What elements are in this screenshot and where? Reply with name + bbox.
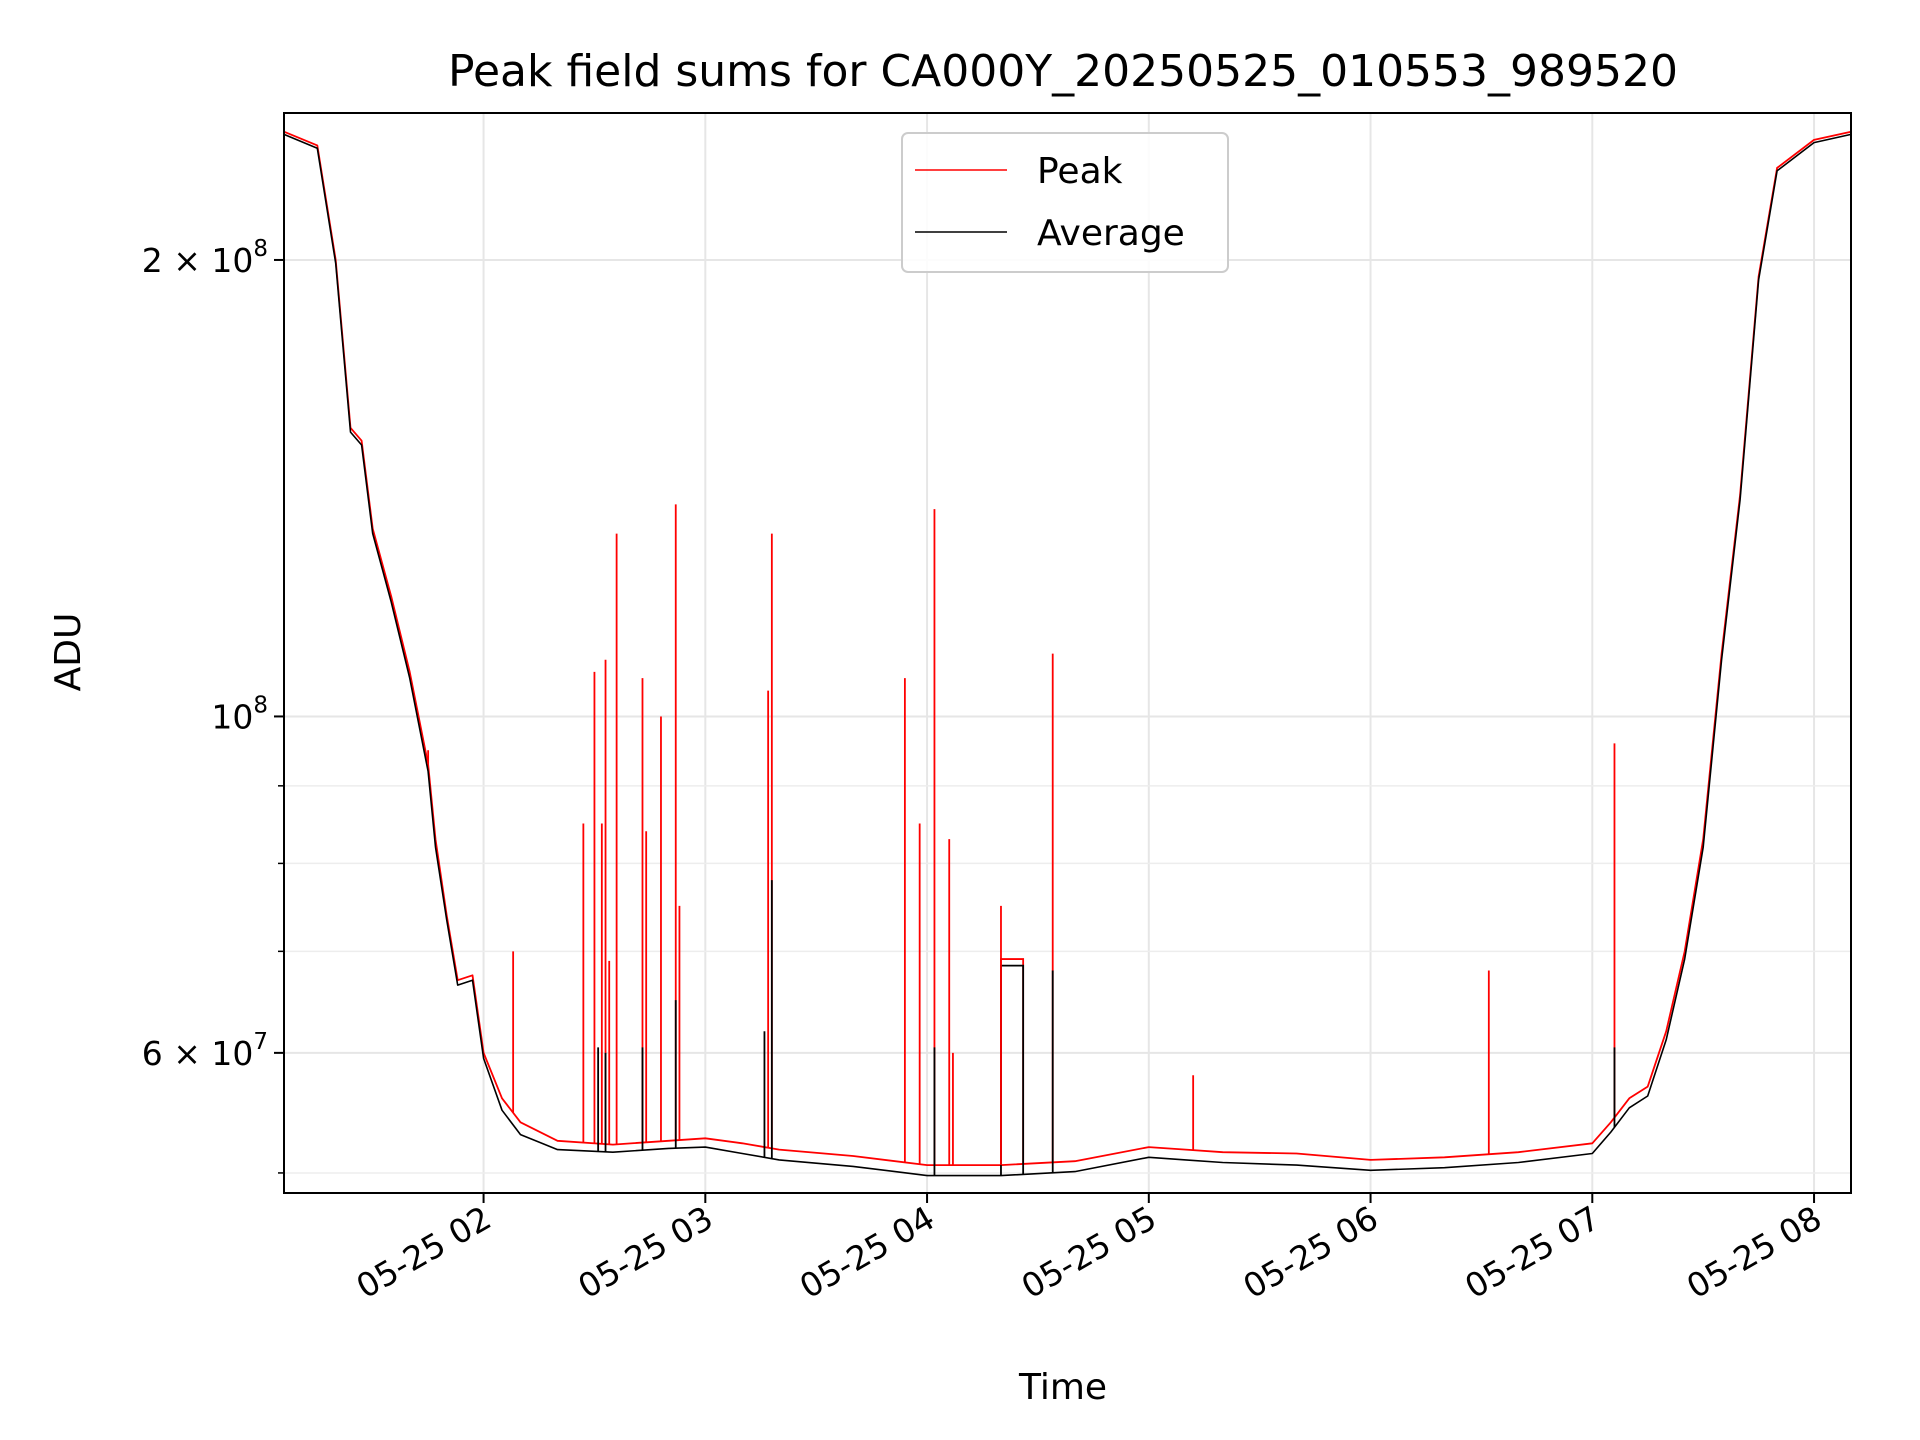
grid bbox=[284, 113, 1851, 1193]
legend-label-average: Average bbox=[1037, 213, 1185, 254]
plot-frame bbox=[283, 112, 1852, 1194]
legend-label-peak: Peak bbox=[1037, 151, 1123, 192]
y-axis: 2 × 108 108 6 × 107 bbox=[142, 236, 284, 1174]
chart-title: Peak field sums for CA000Y_20250525_0105… bbox=[448, 46, 1678, 97]
legend-box bbox=[901, 132, 1229, 273]
y-tick-label: 2 × 108 bbox=[142, 236, 268, 280]
series-layer bbox=[283, 130, 1852, 1177]
y-tick-label: 6 × 107 bbox=[142, 1029, 268, 1073]
series-line-average bbox=[283, 133, 1852, 1177]
y-tick-label: 108 bbox=[211, 692, 268, 736]
y-axis-label: ADU bbox=[48, 613, 89, 692]
series-line-peak bbox=[283, 130, 1852, 1166]
legend: Peak Average bbox=[901, 132, 1229, 273]
x-axis-label: Time bbox=[1018, 1367, 1107, 1408]
